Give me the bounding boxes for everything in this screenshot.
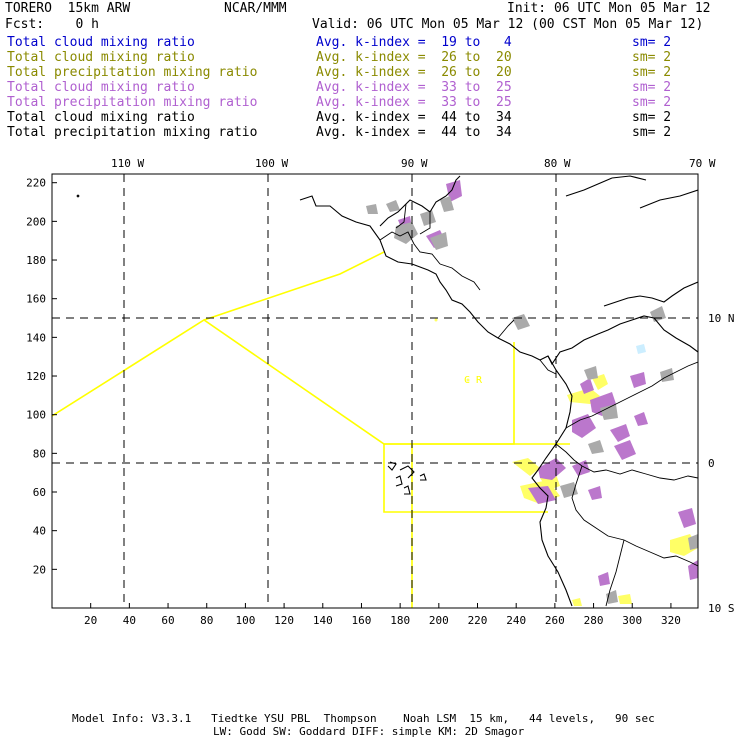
valid-time: Valid: 06 UTC Mon 05 Mar 12 (00 CST Mon … — [312, 17, 704, 32]
legend-field-name: Total cloud mixing ratio — [7, 50, 195, 65]
yellow-boundaries — [52, 251, 570, 608]
x-tick-label: 20 — [84, 614, 97, 627]
y-tick-label: 200 — [26, 215, 46, 228]
legend-field-name: Total precipitation mixing ratio — [7, 125, 258, 140]
lon-label-80w: 80 W — [544, 157, 571, 170]
x-tick-label: 180 — [390, 614, 410, 627]
yellow-shading — [434, 318, 698, 606]
map-field-layer — [52, 174, 698, 608]
x-tick-label: 220 — [468, 614, 488, 627]
legend-kindex: Avg. k-index = 33 to 25 — [316, 95, 512, 110]
legend-kindex: Avg. k-index = 19 to 4 — [316, 35, 512, 50]
model-info-line2: LW: Godd SW: Goddard DIFF: simple KM: 2D… — [213, 725, 525, 738]
legend-kindex: Avg. k-index = 26 to 20 — [316, 65, 512, 80]
lat-label-10n: 10 N — [708, 312, 735, 325]
x-tick-label: 200 — [429, 614, 449, 627]
legend-smoothing: sm= 2 — [632, 50, 672, 65]
x-tick-label: 40 — [123, 614, 136, 627]
y-tick-label: 220 — [26, 177, 46, 190]
axis-ticks — [52, 182, 672, 608]
x-tick-labels: 20 40 60 80 100 120 140 160 180 200 220 240 260 280 30… — [84, 614, 681, 627]
lon-label-70w: 70 W — [689, 157, 716, 170]
x-tick-label: 100 — [235, 614, 255, 627]
y-tick-label: 180 — [26, 254, 46, 267]
y-tick-label: 40 — [33, 525, 46, 538]
model-title: TORERO 15km ARW — [5, 1, 131, 16]
lon-label-110w: 110 W — [111, 157, 144, 170]
legend-field-name: Total precipitation mixing ratio — [7, 95, 258, 110]
x-tick-label: 120 — [274, 614, 294, 627]
legend-field-name: Total precipitation mixing ratio — [7, 65, 258, 80]
y-tick-label: 120 — [26, 370, 46, 383]
x-tick-label: 300 — [622, 614, 642, 627]
y-tick-label: 80 — [33, 447, 46, 460]
legend-kindex: Avg. k-index = 33 to 25 — [316, 80, 512, 95]
legend-smoothing: sm= 2 — [632, 95, 672, 110]
legend-field-name: Total cloud mixing ratio — [7, 35, 195, 50]
lon-label-100w: 100 W — [255, 157, 288, 170]
legend-smoothing: sm= 2 — [632, 65, 672, 80]
lat-label-0: 0 — [708, 457, 715, 470]
coastlines — [76, 175, 698, 607]
legend-smoothing: sm= 2 — [632, 125, 672, 140]
legend-kindex: Avg. k-index = 26 to 20 — [316, 50, 512, 65]
x-tick-label: 240 — [506, 614, 526, 627]
legend-smoothing: sm= 2 — [632, 110, 672, 125]
region-label: C R — [464, 375, 483, 386]
y-tick-label: 160 — [26, 293, 46, 306]
x-tick-label: 280 — [584, 614, 604, 627]
organization-label: NCAR/MMM — [224, 1, 287, 16]
x-tick-label: 60 — [161, 614, 174, 627]
y-tick-label: 60 — [33, 486, 46, 499]
graticule — [52, 174, 698, 608]
y-tick-label: 140 — [26, 331, 46, 344]
gray-shading — [366, 196, 698, 604]
y-tick-label: 20 — [33, 563, 46, 576]
init-time: Init: 06 UTC Mon 05 Mar 12 — [507, 1, 711, 16]
lat-label-10s: 10 S — [708, 602, 735, 615]
y-tick-labels: 220 200 180 160 140 120 100 80 60 40 20 — [26, 177, 46, 577]
legend-field-name: Total cloud mixing ratio — [7, 110, 195, 125]
legend-field-name: Total cloud mixing ratio — [7, 80, 195, 95]
map-frame — [51, 173, 699, 609]
x-tick-label: 320 — [661, 614, 681, 627]
legend-smoothing: sm= 2 — [632, 35, 672, 50]
country-borders — [379, 203, 698, 607]
model-info-line1: Model Info: V3.3.1 Tiedtke YSU PBL Thomp… — [72, 712, 655, 725]
axis-labels: 110 W 100 W 90 W 80 W 70 W 10 N 0 10 S C… — [111, 157, 735, 615]
legend-kindex: Avg. k-index = 44 to 34 — [316, 125, 512, 140]
y-tick-label: 100 — [26, 409, 46, 422]
cyan-shading — [636, 344, 646, 354]
legend-smoothing: sm= 2 — [632, 80, 672, 95]
x-tick-label: 140 — [313, 614, 333, 627]
purple-shading — [398, 180, 698, 586]
x-tick-label: 160 — [352, 614, 372, 627]
x-tick-label: 80 — [200, 614, 213, 627]
forecast-hour: Fcst: 0 h — [5, 17, 99, 32]
x-tick-label: 260 — [545, 614, 565, 627]
legend-kindex: Avg. k-index = 44 to 34 — [316, 110, 512, 125]
lon-label-90w: 90 W — [401, 157, 428, 170]
